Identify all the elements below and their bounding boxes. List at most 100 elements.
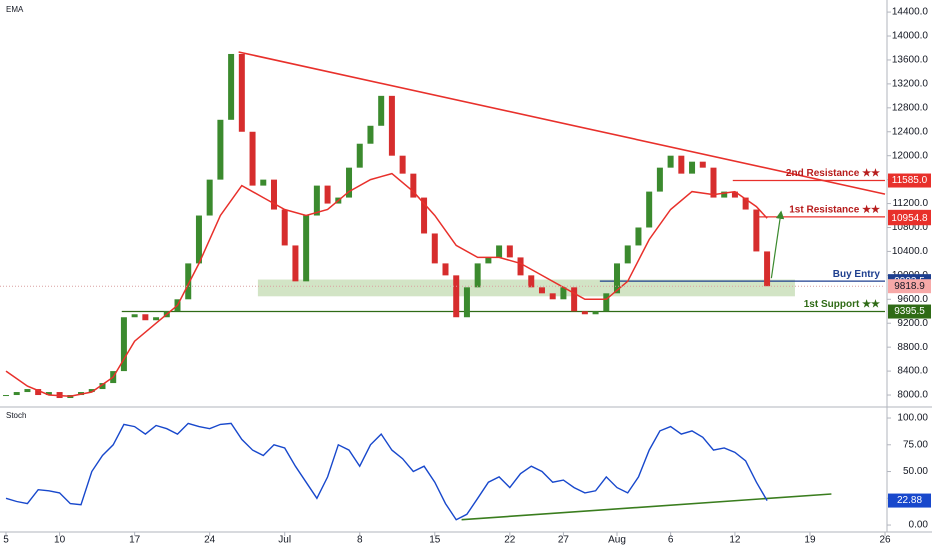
- candle: [99, 383, 106, 390]
- x-tick-label: 8: [357, 535, 363, 546]
- y-tick-label: 12800.0: [892, 102, 929, 113]
- candle: [421, 197, 428, 234]
- y-tick-label: 8000.0: [897, 390, 928, 401]
- candle: [35, 389, 42, 396]
- candle: [506, 245, 513, 258]
- level-label: 2nd Resistance ★★: [786, 168, 880, 179]
- candle: [228, 53, 235, 120]
- x-tick-label: 24: [204, 535, 216, 546]
- candle: [635, 227, 642, 246]
- candle: [496, 245, 503, 258]
- candle: [453, 275, 460, 318]
- candle: [24, 389, 31, 393]
- ema-line: [5, 172, 768, 397]
- candle: [560, 287, 567, 300]
- panel-name: Stoch: [6, 411, 26, 420]
- candle: [249, 131, 256, 186]
- y-tick-label: 14000.0: [892, 31, 929, 42]
- candle: [270, 179, 277, 210]
- candle: [624, 245, 631, 264]
- y-tick-label: 50.00: [903, 466, 928, 477]
- y-tick-label: 11200.0: [893, 198, 929, 209]
- x-tick-label: 26: [879, 535, 891, 546]
- price-badge-label: 9818.9: [894, 281, 925, 292]
- x-tick-label: 5: [3, 535, 9, 546]
- candle: [378, 95, 385, 126]
- candle: [442, 263, 449, 276]
- candle: [742, 197, 749, 210]
- candle: [463, 287, 470, 318]
- candle: [581, 311, 588, 315]
- zone: [257, 279, 795, 297]
- candle: [592, 311, 599, 315]
- candle: [195, 215, 202, 264]
- y-tick-label: 8800.0: [897, 342, 928, 353]
- candle: [474, 263, 481, 288]
- x-tick-label: 12: [729, 535, 741, 546]
- y-tick-label: 10800.0: [892, 222, 929, 233]
- candle: [656, 167, 663, 192]
- x-tick-label: 19: [804, 535, 816, 546]
- y-tick-label: 100.00: [897, 413, 928, 424]
- candle: [571, 287, 578, 312]
- arrow: [770, 210, 785, 279]
- candle: [538, 287, 545, 294]
- trend-line: [461, 493, 832, 521]
- candle: [517, 257, 524, 276]
- x-tick-label: 27: [558, 535, 570, 546]
- candle: [324, 185, 331, 204]
- x-tick-label: Aug: [608, 535, 626, 546]
- candle: [206, 179, 213, 216]
- level-label: 1st Resistance ★★: [789, 204, 880, 215]
- candle: [292, 245, 299, 282]
- y-tick-label: 13200.0: [892, 79, 929, 90]
- candle: [753, 209, 760, 252]
- level-label: 1st Support ★★: [804, 299, 880, 310]
- candle: [346, 167, 353, 198]
- indicator-name: EMA: [6, 5, 24, 14]
- candle: [88, 389, 95, 393]
- y-tick-label: 8400.0: [897, 366, 928, 377]
- candle: [485, 257, 492, 264]
- candle: [764, 251, 771, 287]
- y-tick-label: 12000.0: [892, 150, 929, 161]
- candle: [721, 191, 728, 198]
- x-tick-label: 15: [429, 535, 441, 546]
- level-label: Buy Entry: [833, 269, 881, 280]
- x-tick-label: 17: [129, 535, 141, 546]
- price-badge: [888, 211, 931, 226]
- candle: [13, 392, 20, 396]
- candle: [388, 95, 395, 156]
- price-badge: [888, 304, 931, 319]
- y-tick-label: 13600.0: [892, 55, 929, 66]
- y-tick-label: 9200.0: [897, 318, 928, 329]
- candle: [549, 293, 556, 300]
- candle: [699, 161, 706, 168]
- candle: [281, 209, 288, 246]
- y-tick-label: 14400.0: [892, 7, 929, 18]
- candle: [45, 392, 52, 396]
- price-badge-label: 11585.0: [892, 175, 928, 186]
- candle: [614, 263, 621, 294]
- y-tick-label: 12400.0: [892, 126, 929, 137]
- x-tick-label: 22: [504, 535, 516, 546]
- price-badge: [888, 173, 931, 188]
- candle: [710, 167, 717, 198]
- y-tick-label: 0.00: [909, 520, 929, 531]
- y-tick-label: 10400.0: [892, 246, 929, 257]
- candle: [238, 53, 245, 132]
- y-tick-label: 9600.0: [897, 294, 928, 305]
- candle: [731, 191, 738, 198]
- candle: [185, 263, 192, 300]
- candle: [303, 215, 310, 282]
- price-badge-label: 22.88: [897, 495, 922, 506]
- stoch-line: [5, 422, 768, 521]
- candle: [120, 317, 127, 372]
- candle: [678, 155, 685, 174]
- candle: [431, 233, 438, 264]
- candle: [217, 119, 224, 180]
- candle: [603, 293, 610, 312]
- candle: [399, 155, 406, 174]
- y-tick-label: 75.00: [903, 439, 928, 450]
